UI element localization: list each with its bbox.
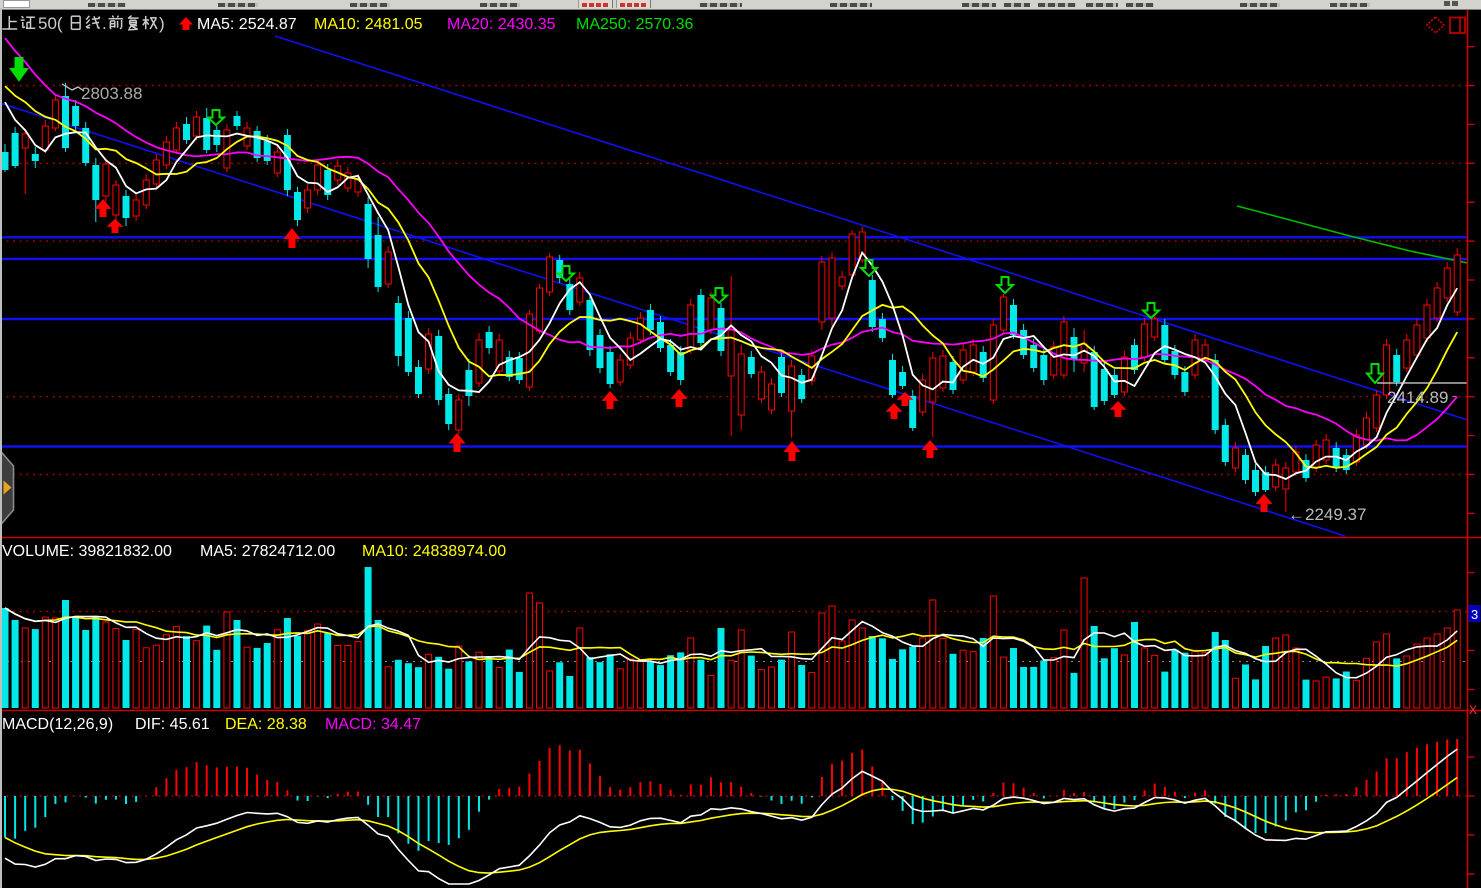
svg-text:DEA: 28.38: DEA: 28.38 [225, 716, 307, 733]
svg-text:-: - [1452, 387, 1457, 403]
svg-text:MA10: 2481.05: MA10: 2481.05 [314, 16, 423, 33]
svg-text:MA20: 2430.35: MA20: 2430.35 [447, 16, 556, 33]
svg-text:2414.89: 2414.89 [1387, 388, 1448, 407]
svg-text:X: X [1469, 703, 1477, 717]
svg-text:DIF: 45.61: DIF: 45.61 [135, 716, 210, 733]
svg-text:MA5: 27824712.00: MA5: 27824712.00 [200, 543, 335, 560]
svg-text:): ) [159, 14, 165, 33]
svg-text:MA250: 2570.36: MA250: 2570.36 [576, 16, 694, 33]
svg-text:MACD: 34.47: MACD: 34.47 [325, 716, 421, 733]
svg-text:MACD(12,26,9): MACD(12,26,9) [2, 716, 113, 733]
svg-text:50(: 50( [38, 14, 63, 33]
svg-text:2803.88: 2803.88 [81, 84, 142, 103]
svg-text:MA10: 24838974.00: MA10: 24838974.00 [362, 543, 506, 560]
svg-text:←2249.37: ←2249.37 [1288, 505, 1366, 524]
svg-text:3: 3 [1471, 607, 1478, 622]
svg-text:VOLUME: 39821832.00: VOLUME: 39821832.00 [2, 543, 172, 560]
svg-text:MA5: 2524.87: MA5: 2524.87 [197, 16, 297, 33]
svg-text:.: . [102, 14, 107, 33]
